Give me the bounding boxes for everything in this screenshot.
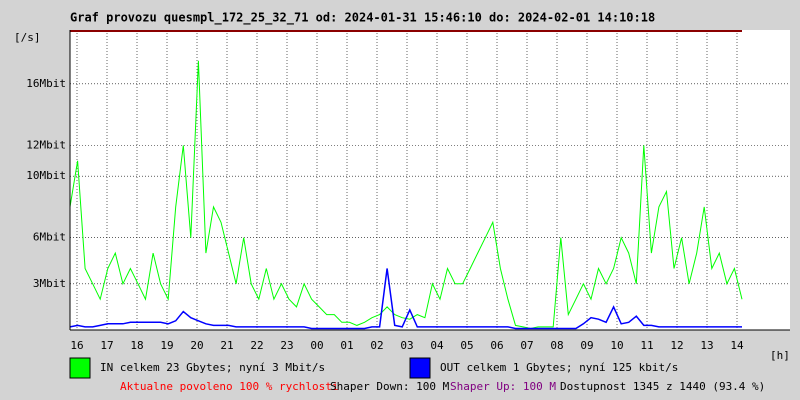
series-line xyxy=(69,268,742,330)
x-tick-label: 00 xyxy=(310,339,323,352)
y-tick-label: 12Mbit xyxy=(26,138,66,151)
x-tick-label: 12 xyxy=(670,339,683,352)
y-tick-label: 3Mbit xyxy=(33,277,66,290)
y-tick-label: 16Mbit xyxy=(26,77,66,90)
plot-area xyxy=(70,30,790,330)
chart-title: Graf provozu quesmpl_172_25_32_71 od: 20… xyxy=(70,11,655,26)
y-unit: [/s] xyxy=(14,31,41,44)
x-tick-label: 13 xyxy=(700,339,713,352)
x-tick-label: 14 xyxy=(730,339,744,352)
x-tick-label: 19 xyxy=(160,339,173,352)
legend-label: OUT celkem 1 Gbytes; nyní 125 kbit/s xyxy=(440,361,678,374)
x-tick-label: 05 xyxy=(460,339,473,352)
x-tick-label: 23 xyxy=(280,339,293,352)
x-tick-label: 16 xyxy=(70,339,83,352)
x-tick-label: 08 xyxy=(550,339,563,352)
x-tick-label: 11 xyxy=(640,339,653,352)
x-tick-label: 01 xyxy=(340,339,353,352)
footer-note: Dostupnost 1345 z 1440 (93.4 %) xyxy=(560,380,765,393)
legend-swatch xyxy=(69,357,91,379)
x-unit: [h] xyxy=(770,349,790,362)
legend-label: IN celkem 23 Gbytes; nyní 3 Mbit/s xyxy=(100,361,325,374)
x-tick-label: 20 xyxy=(190,339,203,352)
x-tick-label: 22 xyxy=(250,339,263,352)
y-tick-label: 10Mbit xyxy=(26,169,66,182)
legend-swatch xyxy=(409,357,431,379)
x-tick-label: 03 xyxy=(400,339,413,352)
x-tick-label: 21 xyxy=(220,339,233,352)
x-tick-label: 09 xyxy=(580,339,593,352)
footer-note: Aktualne povoleno 100 % rychlosti xyxy=(120,380,339,393)
y-tick-label: 6Mbit xyxy=(33,231,66,244)
x-tick-label: 04 xyxy=(430,339,444,352)
footer-note: Shaper Down: 100 M xyxy=(330,380,450,393)
x-tick-label: 18 xyxy=(130,339,143,352)
x-tick-label: 10 xyxy=(610,339,623,352)
x-tick-label: 06 xyxy=(490,339,503,352)
x-tick-label: 17 xyxy=(100,339,113,352)
footer-note: Shaper Up: 100 M xyxy=(450,380,556,393)
x-tick-label: 07 xyxy=(520,339,533,352)
x-tick-label: 02 xyxy=(370,339,383,352)
